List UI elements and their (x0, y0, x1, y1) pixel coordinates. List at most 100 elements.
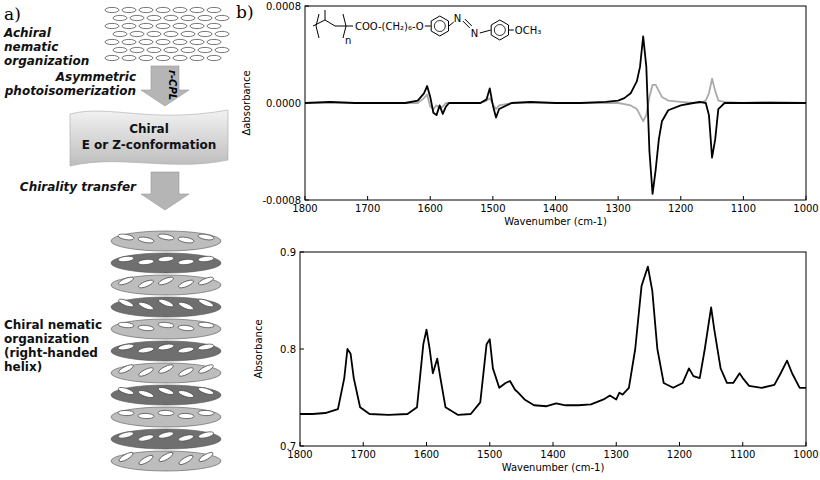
series-group (300, 267, 806, 415)
mesogen (190, 55, 204, 60)
mesogen (105, 39, 119, 44)
mesogen (198, 47, 212, 52)
mesogen (178, 389, 195, 399)
mesogen (158, 276, 175, 287)
mesogen (130, 47, 144, 52)
layer (111, 253, 221, 273)
mesogen (139, 55, 153, 60)
banner-text: E or Z-conformation (70, 138, 228, 152)
x-tick (363, 442, 364, 446)
plot-frame (300, 252, 806, 446)
mesogen (198, 363, 215, 375)
x-tick-label: 1100 (731, 203, 756, 214)
mesogen (178, 366, 195, 378)
mesogen (164, 47, 178, 52)
x-tick-label: 1200 (667, 449, 692, 460)
x-tick (492, 196, 493, 200)
mesogen (173, 55, 187, 60)
mesogen (122, 55, 136, 60)
x-tick-label: 1600 (418, 203, 443, 214)
layer (111, 429, 221, 449)
mesogen (158, 298, 175, 309)
structure-text: N (471, 28, 478, 39)
mesogen (178, 454, 194, 467)
y-tick (305, 200, 309, 201)
layer (111, 451, 221, 471)
x-tick (743, 196, 744, 200)
mesogen (147, 47, 161, 52)
plot-frame (305, 6, 806, 200)
mesogen (138, 279, 155, 290)
mesogen (139, 23, 153, 28)
y-axis-title: Absorbance (253, 319, 264, 378)
chart: 1800170016001500140013001200110010000.70… (253, 247, 819, 473)
mesogen (198, 386, 215, 396)
mesogen (138, 434, 155, 443)
double-bond (465, 19, 472, 26)
mesogen (118, 410, 134, 416)
mesogen (207, 23, 221, 28)
mesogen (138, 413, 154, 419)
mesogen (156, 39, 170, 44)
mesogen (207, 39, 221, 44)
mesogen (178, 259, 194, 266)
mesogen (156, 55, 170, 60)
double-bond (463, 21, 470, 28)
mesogen (181, 31, 195, 36)
y-tick-label: 0.9 (280, 247, 296, 258)
mesogen (178, 301, 195, 312)
mesogen (156, 7, 170, 12)
mesogen (118, 276, 135, 287)
mesogen (105, 7, 119, 12)
structure: nCOO-(CH₂)₆-ONNOCH₃ (313, 10, 541, 46)
spectrum-line (300, 267, 806, 415)
mesogen (122, 23, 136, 28)
banner-text: Chiral (70, 122, 228, 136)
layer (111, 407, 221, 427)
mesogen (181, 15, 195, 20)
mesogen (158, 451, 174, 464)
mesogen (207, 55, 221, 60)
diagram-label: Chirality transfer (4, 180, 136, 194)
x-tick (367, 196, 368, 200)
mesogen (118, 363, 135, 375)
arrow (141, 66, 189, 106)
benzene (431, 16, 448, 36)
x-tick-label: 1400 (540, 449, 565, 460)
mesogen (118, 322, 134, 329)
mesogen (198, 343, 215, 351)
x-tick (553, 442, 554, 446)
layer (111, 385, 221, 405)
mesogen (198, 31, 212, 36)
x-tick-label: 1400 (543, 203, 568, 214)
mesogen (113, 31, 127, 36)
mesogen (130, 15, 144, 20)
structure-text: COO-(CH₂)₆-O (355, 21, 424, 32)
benzene-ring (494, 25, 505, 36)
mesogen (158, 256, 174, 263)
mesogen (190, 7, 204, 12)
mesogen (122, 7, 136, 12)
arrow (141, 172, 189, 210)
y-tick-label: 0.8 (280, 344, 296, 355)
mesogen (198, 233, 215, 241)
mesogen (158, 322, 174, 329)
layer (111, 319, 221, 339)
panel-label: a) (4, 4, 21, 24)
layer (111, 275, 221, 295)
mesogen (158, 363, 175, 375)
mesogen (173, 23, 187, 28)
mesogen (198, 298, 215, 309)
y-tick (300, 349, 304, 350)
mesogen (118, 298, 135, 309)
mesogen (122, 39, 136, 44)
mesogen (178, 413, 194, 419)
diagram-label: Chiral nematic organization (right-hande… (4, 318, 106, 374)
mesogen (198, 322, 214, 329)
bond (509, 30, 514, 31)
mesogen (178, 325, 194, 332)
x-tick (555, 196, 556, 200)
backbone (313, 20, 353, 26)
structure-text: OCH₃ (515, 25, 541, 36)
mesogen (198, 410, 214, 416)
